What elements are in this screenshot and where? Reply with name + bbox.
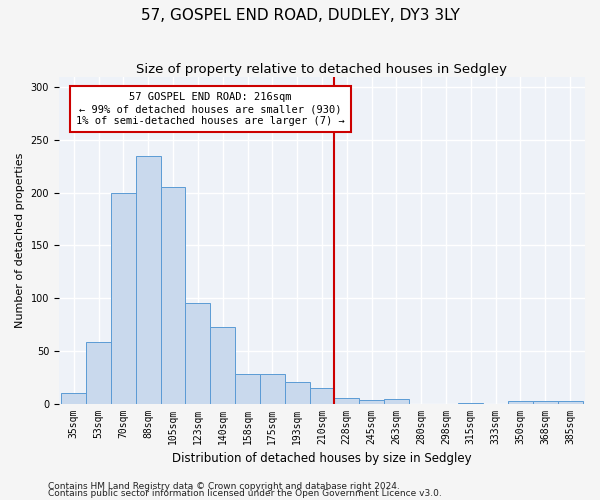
- Bar: [533, 402, 558, 404]
- Bar: [210, 326, 235, 404]
- Bar: [86, 342, 111, 404]
- Text: 57, GOSPEL END ROAD, DUDLEY, DY3 3LY: 57, GOSPEL END ROAD, DUDLEY, DY3 3LY: [140, 8, 460, 22]
- Bar: [161, 188, 185, 404]
- Text: Contains public sector information licensed under the Open Government Licence v3: Contains public sector information licen…: [48, 489, 442, 498]
- Text: Contains HM Land Registry data © Crown copyright and database right 2024.: Contains HM Land Registry data © Crown c…: [48, 482, 400, 491]
- Bar: [334, 398, 359, 404]
- Text: 57 GOSPEL END ROAD: 216sqm
← 99% of detached houses are smaller (930)
1% of semi: 57 GOSPEL END ROAD: 216sqm ← 99% of deta…: [76, 92, 344, 126]
- Bar: [111, 192, 136, 404]
- Bar: [310, 388, 334, 404]
- Bar: [384, 400, 409, 404]
- Bar: [260, 374, 285, 404]
- Bar: [285, 382, 310, 404]
- Y-axis label: Number of detached properties: Number of detached properties: [15, 152, 25, 328]
- Bar: [235, 374, 260, 404]
- Title: Size of property relative to detached houses in Sedgley: Size of property relative to detached ho…: [136, 62, 508, 76]
- Bar: [558, 402, 583, 404]
- Bar: [185, 304, 210, 404]
- Bar: [458, 402, 483, 404]
- Bar: [61, 393, 86, 404]
- Bar: [359, 400, 384, 404]
- Bar: [508, 402, 533, 404]
- X-axis label: Distribution of detached houses by size in Sedgley: Distribution of detached houses by size …: [172, 452, 472, 465]
- Bar: [136, 156, 161, 404]
